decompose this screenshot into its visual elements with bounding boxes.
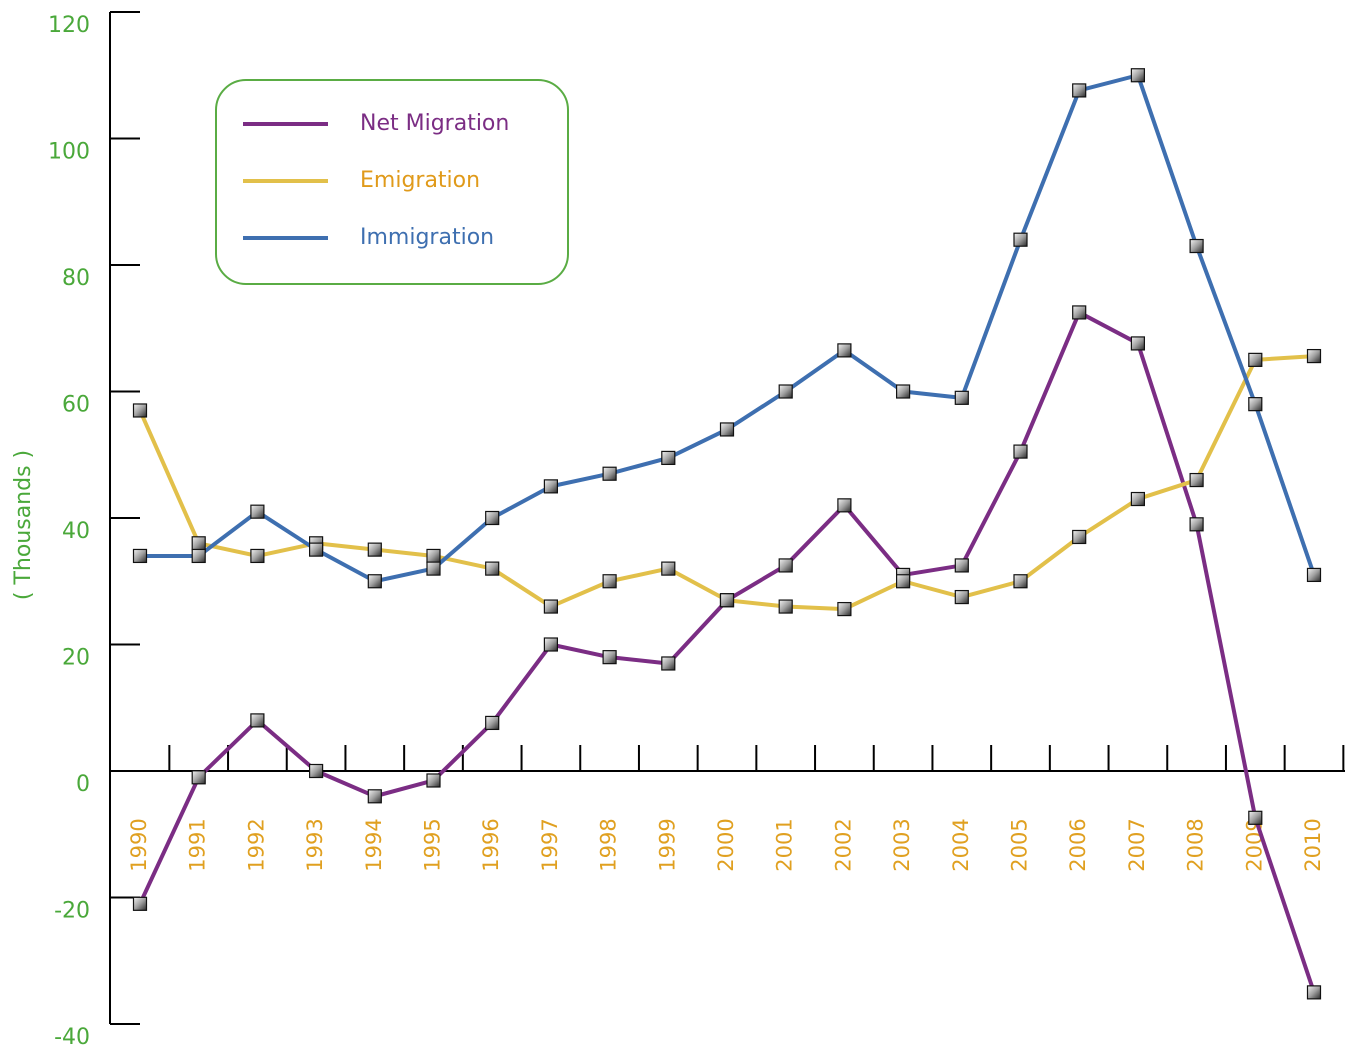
marker bbox=[837, 498, 852, 513]
marker bbox=[132, 548, 148, 564]
x-tick-label: 1999 bbox=[655, 818, 679, 871]
marker bbox=[250, 713, 265, 728]
marker bbox=[543, 599, 559, 614]
x-tick-label: 2003 bbox=[890, 818, 914, 871]
marker bbox=[661, 656, 676, 671]
marker bbox=[132, 896, 148, 911]
marker bbox=[778, 384, 793, 399]
x-tick-label: 2007 bbox=[1125, 818, 1149, 871]
marker bbox=[719, 422, 735, 437]
marker bbox=[485, 510, 500, 526]
series-line bbox=[138, 354, 1315, 612]
marker bbox=[1248, 810, 1263, 825]
y-tick-label: 80 bbox=[62, 266, 90, 291]
y-axis-label: ( Thousands ) bbox=[11, 450, 36, 600]
marker bbox=[426, 548, 441, 564]
x-tick-label: 2005 bbox=[1008, 818, 1032, 871]
marker bbox=[250, 548, 265, 564]
marker bbox=[543, 637, 559, 652]
x-tick-label: 2006 bbox=[1066, 818, 1090, 871]
x-tick-label: 1990 bbox=[127, 818, 151, 871]
marker bbox=[1072, 305, 1087, 320]
marker bbox=[954, 558, 969, 573]
x-tick-label: 2002 bbox=[831, 818, 855, 871]
marker bbox=[837, 343, 852, 358]
marker bbox=[191, 536, 206, 551]
marker bbox=[191, 770, 206, 785]
marker bbox=[1130, 491, 1146, 507]
marker bbox=[426, 773, 441, 788]
x-tick-label: 2008 bbox=[1184, 818, 1208, 871]
marker bbox=[1130, 336, 1146, 351]
x-tick-label: 1997 bbox=[538, 818, 562, 871]
marker bbox=[250, 504, 265, 519]
legend-box bbox=[215, 79, 569, 285]
x-tick-label: 2001 bbox=[773, 818, 797, 871]
y-tick-label: 60 bbox=[62, 393, 90, 418]
marker bbox=[1189, 238, 1204, 254]
x-tick-label: 1993 bbox=[303, 818, 327, 871]
marker bbox=[485, 715, 500, 731]
marker bbox=[191, 548, 206, 564]
y-tick-label: 0 bbox=[76, 772, 90, 797]
marker bbox=[1013, 574, 1028, 589]
x-tick-label: 2004 bbox=[949, 818, 973, 871]
x-tick-label: 1994 bbox=[362, 818, 386, 871]
legend: Net Migration Emigration Immigration bbox=[215, 79, 569, 285]
marker bbox=[1130, 68, 1146, 83]
marker bbox=[426, 561, 441, 576]
marker bbox=[837, 601, 852, 617]
x-tick-label: 2000 bbox=[714, 818, 738, 871]
marker bbox=[1306, 985, 1322, 1000]
marker bbox=[778, 599, 793, 614]
x-tick-label: 1992 bbox=[244, 818, 268, 871]
y-tick-label: 100 bbox=[48, 140, 90, 165]
marker bbox=[954, 589, 969, 605]
marker bbox=[1189, 472, 1204, 488]
marker bbox=[661, 450, 676, 466]
marker bbox=[1248, 397, 1263, 412]
x-tick-label: 1996 bbox=[479, 818, 503, 871]
marker bbox=[602, 650, 617, 665]
marker bbox=[485, 561, 500, 576]
legend-label: Net Migration bbox=[360, 111, 509, 136]
x-tick-label: 2009 bbox=[1242, 818, 1266, 871]
marker bbox=[1306, 567, 1322, 583]
marker bbox=[367, 789, 382, 804]
marker bbox=[309, 542, 324, 557]
marker bbox=[602, 466, 617, 481]
y-tick-label: 20 bbox=[62, 646, 90, 671]
series-line bbox=[138, 310, 1316, 994]
marker bbox=[1072, 83, 1087, 98]
x-tick-label: 1991 bbox=[186, 818, 210, 871]
marker bbox=[1189, 517, 1204, 532]
marker bbox=[602, 574, 617, 589]
marker bbox=[954, 390, 969, 405]
x-tick-label: 1998 bbox=[597, 818, 621, 871]
marker bbox=[543, 479, 559, 494]
marker bbox=[367, 542, 382, 557]
legend-label: Immigration bbox=[360, 225, 494, 250]
marker bbox=[895, 384, 911, 399]
legend-label: Emigration bbox=[360, 168, 480, 193]
marker bbox=[367, 574, 382, 589]
marker bbox=[1013, 232, 1028, 247]
y-tick-label: 40 bbox=[62, 519, 90, 544]
marker bbox=[132, 403, 148, 418]
marker bbox=[895, 574, 911, 589]
x-tick-label: 1995 bbox=[421, 818, 445, 871]
y-tick-label: -40 bbox=[54, 1025, 90, 1050]
marker bbox=[309, 763, 324, 779]
x-tick-label: 2010 bbox=[1301, 818, 1325, 871]
marker bbox=[661, 561, 676, 576]
marker bbox=[778, 558, 793, 573]
marker bbox=[1013, 444, 1028, 459]
marker bbox=[1306, 348, 1322, 364]
y-tick-label: 120 bbox=[48, 13, 90, 38]
marker bbox=[719, 593, 735, 608]
marker bbox=[1072, 529, 1087, 545]
marker bbox=[1248, 352, 1263, 367]
y-tick-label: -20 bbox=[54, 899, 90, 924]
